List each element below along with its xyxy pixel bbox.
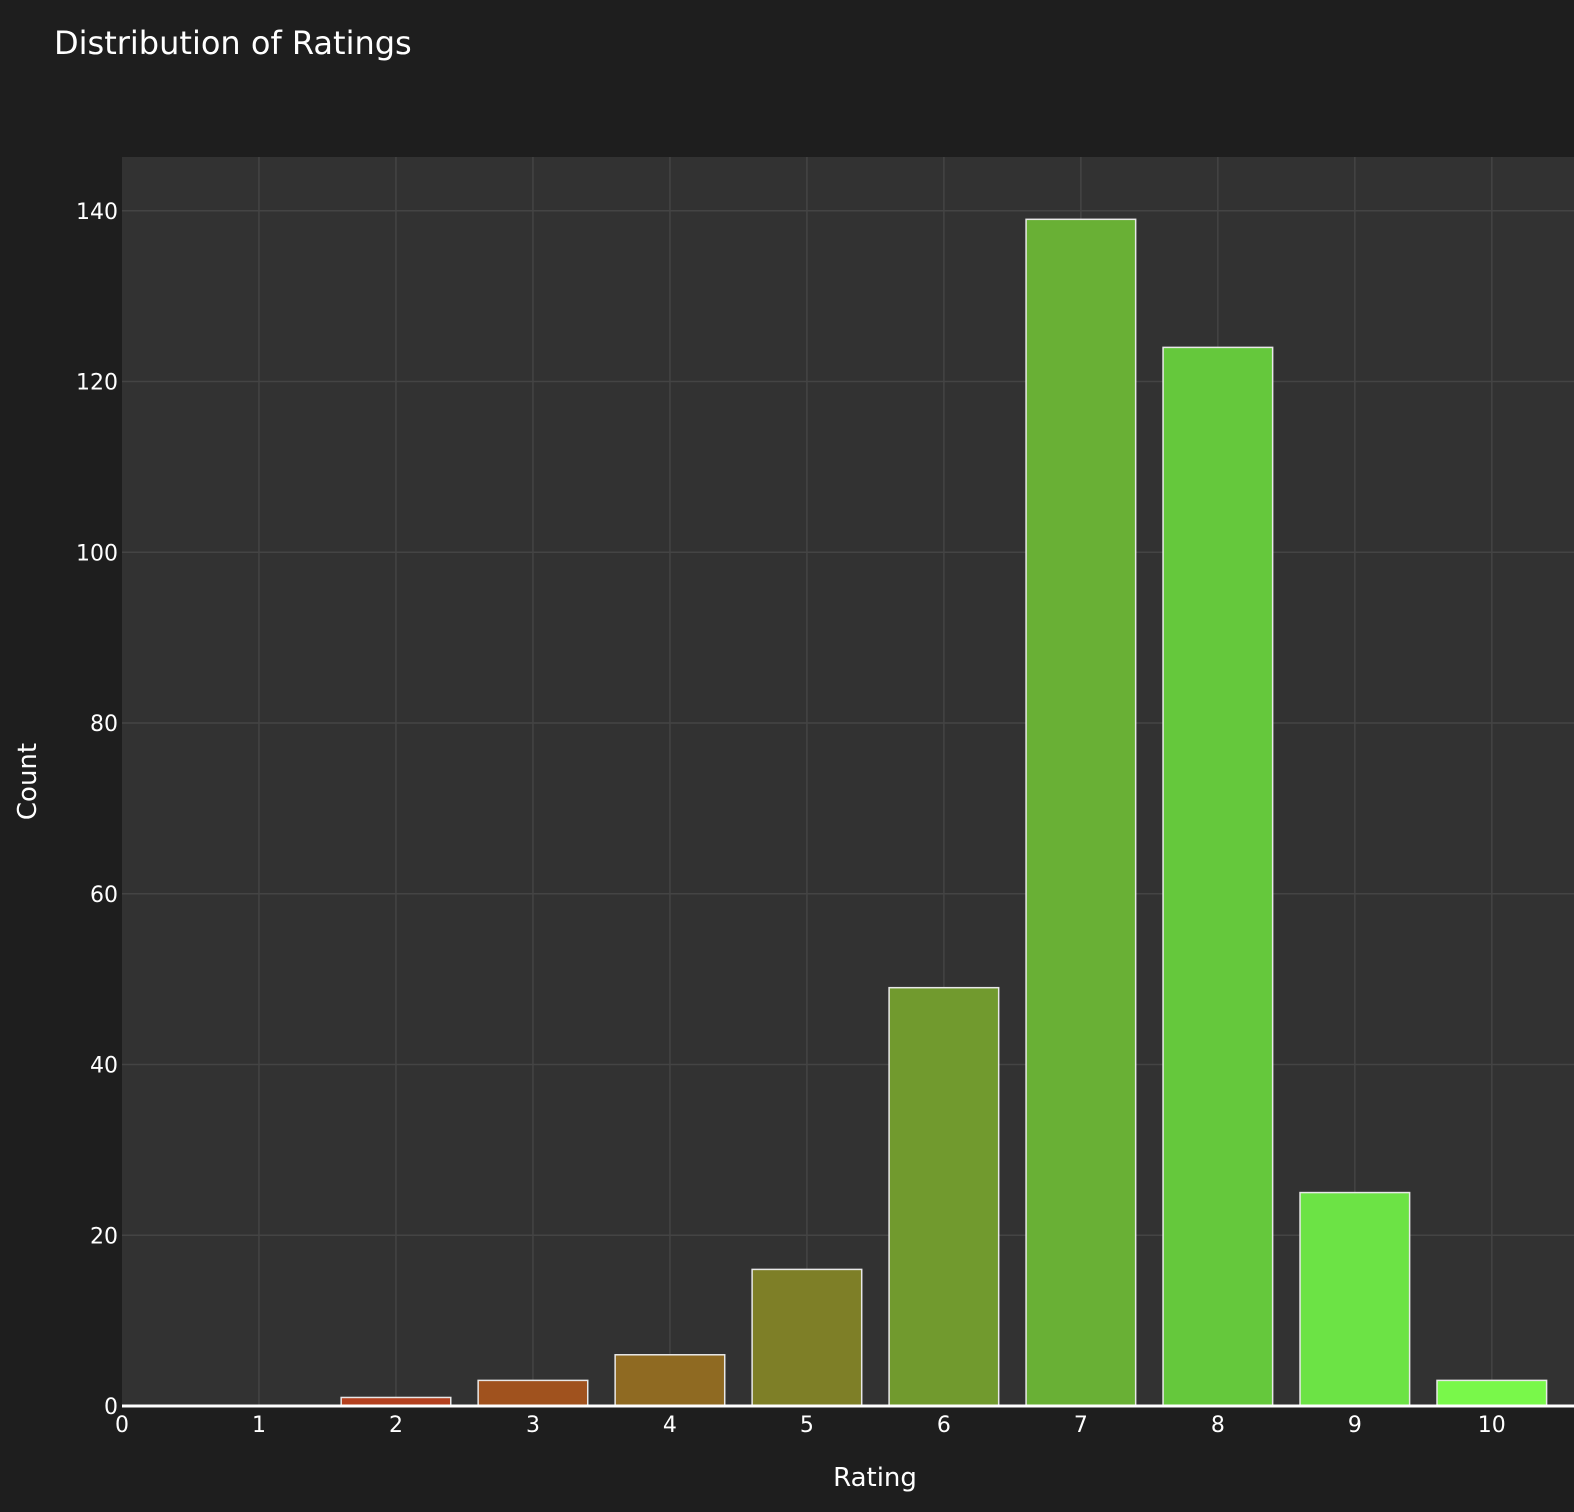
x-tick-label: 7 xyxy=(1074,1413,1088,1438)
y-tick-label: 100 xyxy=(76,541,118,566)
y-tick-label: 60 xyxy=(90,883,118,908)
x-tick-labels: 0 1 2 3 4 5 6 7 8 9 10 xyxy=(115,1413,1506,1438)
bar-rating-7 xyxy=(1025,218,1137,1407)
x-tick-label: 1 xyxy=(252,1413,266,1438)
x-tick-label: 6 xyxy=(937,1413,951,1438)
x-tick-label: 3 xyxy=(526,1413,540,1438)
x-tick-label: 0 xyxy=(115,1413,129,1438)
y-tick-label: 120 xyxy=(76,371,118,396)
chart-title: Distribution of Ratings xyxy=(54,24,412,62)
x-axis-title: Rating xyxy=(833,1463,917,1493)
y-tick-labels: 0 20 40 60 80 100 120 140 xyxy=(76,200,118,1420)
y-tick-label: 20 xyxy=(90,1224,118,1249)
bar-rating-10 xyxy=(1436,1379,1548,1407)
bars xyxy=(340,218,1548,1407)
bar-rating-8 xyxy=(1162,346,1274,1407)
x-tick-label: 5 xyxy=(800,1413,814,1438)
bar-rating-3 xyxy=(477,1379,589,1407)
y-tick-label: 40 xyxy=(90,1054,118,1079)
y-gridlines xyxy=(122,210,1574,1237)
x-tick-label: 2 xyxy=(389,1413,403,1438)
y-tick-label: 80 xyxy=(90,712,118,737)
y-tick-label: 140 xyxy=(76,200,118,225)
bar-rating-4 xyxy=(614,1354,726,1407)
bar-rating-9 xyxy=(1299,1191,1411,1407)
bar-rating-6 xyxy=(888,986,1000,1407)
bar-rating-5 xyxy=(751,1268,863,1407)
x-tick-label: 4 xyxy=(663,1413,677,1438)
y-axis-title: Count xyxy=(13,743,43,820)
x-tick-label: 10 xyxy=(1478,1413,1506,1438)
x-tick-label: 9 xyxy=(1348,1413,1362,1438)
x-tick-label: 8 xyxy=(1211,1413,1225,1438)
y-tick-label: 0 xyxy=(104,1395,118,1420)
